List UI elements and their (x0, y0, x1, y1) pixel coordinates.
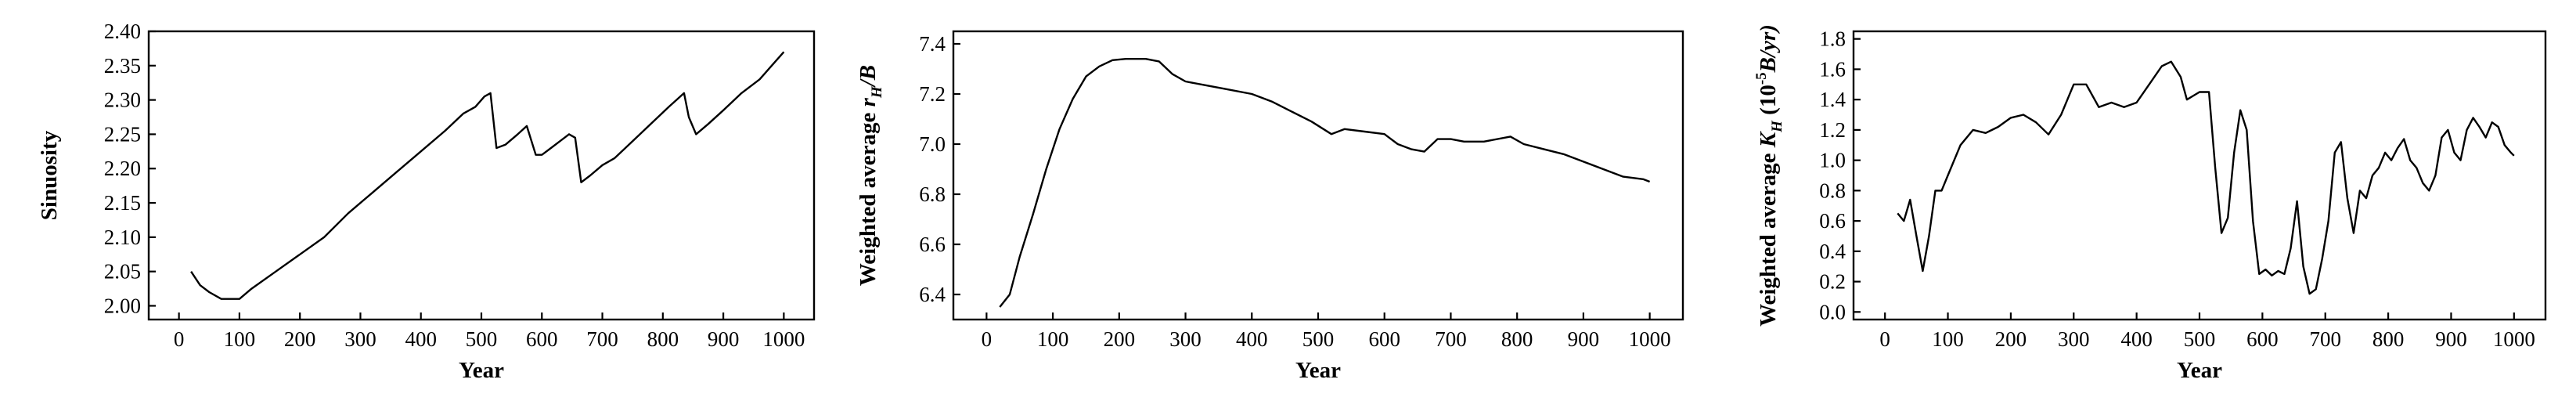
y-tick-label: 1.8 (1819, 27, 1846, 51)
y-tick-label: 1.0 (1819, 149, 1846, 172)
y-tick-label: 1.6 (1819, 57, 1846, 81)
y-tick-label: 6.8 (919, 182, 946, 206)
y-axis-title-part: Weighted average (1756, 147, 1781, 327)
series-line-1 (190, 51, 785, 300)
x-tick-label: 800 (647, 327, 679, 351)
y-tick-label: 2.25 (104, 122, 141, 146)
y-axis-title: Weighted average rH/B (856, 65, 885, 286)
x-tick-label: 700 (586, 327, 618, 351)
x-tick-label: 1000 (1629, 327, 1671, 351)
y-tick-label: 0.0 (1819, 300, 1846, 323)
y-tick-label: 2.00 (104, 294, 141, 317)
x-axis-title: Year (1295, 358, 1341, 383)
y-axis-title-symbol: K (1756, 131, 1781, 148)
y-tick-label: 0.4 (1819, 240, 1846, 263)
y-tick-label: 2.40 (104, 20, 141, 43)
y-axis-title-part: B/yr) (1756, 24, 1781, 73)
y-tick-label: 0.6 (1819, 209, 1846, 233)
y-tick-label: 2.10 (104, 226, 141, 249)
y-tick-label: 2.30 (104, 88, 141, 112)
x-tick-label: 300 (1169, 327, 1202, 351)
y-axis-title: Sinuosity (37, 130, 62, 220)
chart-2: 0 100 200 300 400 500 600 700 800 900 1000 6.4 6.6 6.… (856, 30, 1684, 383)
x-tick-label: 400 (405, 327, 437, 351)
x-tick-label: 600 (1368, 327, 1400, 351)
x-tick-label: 800 (1501, 327, 1533, 351)
y-tick-label: 0.8 (1819, 179, 1846, 202)
y-tick-label: 7.0 (919, 132, 946, 156)
y-axis-title-part: Sinuosity (37, 130, 62, 220)
x-axis-title: Year (2177, 358, 2222, 383)
y-axis-title-part: -5 (1753, 72, 1770, 85)
x-tick-label: 500 (466, 327, 498, 351)
plot-frame (952, 30, 1684, 321)
x-tick-label: 400 (2120, 327, 2153, 351)
chart-1: 0 100 200 300 400 500 600 700 800 900 1000 2.00 2.05… (37, 20, 816, 383)
y-axis-title: Weighted average KH (10-5B/yr) (1753, 24, 1785, 327)
y-axis-title-part: (10 (1756, 85, 1781, 121)
x-tick-label: 900 (2435, 327, 2467, 351)
y-tick-label: 0.2 (1819, 270, 1846, 294)
x-tick-label: 200 (284, 327, 316, 351)
x-tick-label: 100 (1932, 327, 1964, 351)
y-tick-label: 7.4 (919, 32, 946, 56)
x-tick-label: 0 (174, 327, 185, 351)
x-tick-label: 1000 (762, 327, 805, 351)
x-tick-label: 100 (1037, 327, 1069, 351)
x-tick-label: 200 (1995, 327, 2027, 351)
y-axis-title-part: /B (856, 65, 881, 88)
x-tick-label: 700 (2309, 327, 2341, 351)
y-tick-label: 7.2 (919, 82, 946, 106)
x-tick-label: 1000 (2493, 327, 2535, 351)
y-tick-label: 2.35 (104, 54, 141, 78)
y-axis-title-part: H (1769, 120, 1785, 133)
y-tick-label: 6.4 (919, 283, 946, 306)
x-tick-label: 0 (982, 327, 993, 351)
x-tick-label: 900 (1568, 327, 1600, 351)
x-tick-label: 400 (1236, 327, 1268, 351)
y-tick-label: 1.4 (1819, 88, 1846, 111)
x-tick-label: 800 (2372, 327, 2405, 351)
x-tick-label: 0 (1879, 327, 1890, 351)
y-tick-label: 1.2 (1819, 118, 1846, 142)
x-tick-label: 900 (708, 327, 740, 351)
plot-frame (1852, 30, 2547, 321)
y-axis-title-symbol: r (856, 97, 881, 107)
chart-3: 0 100 200 300 400 500 600 700 800 900 1000 0.0 0.2 0.… (1753, 24, 2547, 383)
y-tick-label: 6.6 (919, 233, 946, 256)
series-line-2 (999, 57, 1651, 308)
series-line-3 (1897, 60, 2515, 295)
y-axis-title-part: H (869, 85, 885, 99)
y-tick-label: 2.05 (104, 260, 141, 284)
x-tick-label: 100 (224, 327, 256, 351)
plot-frame (147, 30, 816, 321)
x-tick-label: 200 (1104, 327, 1136, 351)
y-tick-label: 2.15 (104, 191, 141, 215)
y-axis-title-part: Weighted average (856, 107, 881, 286)
x-tick-label: 600 (526, 327, 558, 351)
x-axis-title: Year (459, 358, 504, 383)
x-tick-label: 700 (1435, 327, 1467, 351)
x-tick-label: 300 (344, 327, 376, 351)
x-tick-label: 300 (2058, 327, 2090, 351)
x-tick-label: 500 (2184, 327, 2216, 351)
x-tick-label: 500 (1302, 327, 1335, 351)
x-tick-label: 600 (2246, 327, 2279, 351)
y-tick-label: 2.20 (104, 157, 141, 180)
